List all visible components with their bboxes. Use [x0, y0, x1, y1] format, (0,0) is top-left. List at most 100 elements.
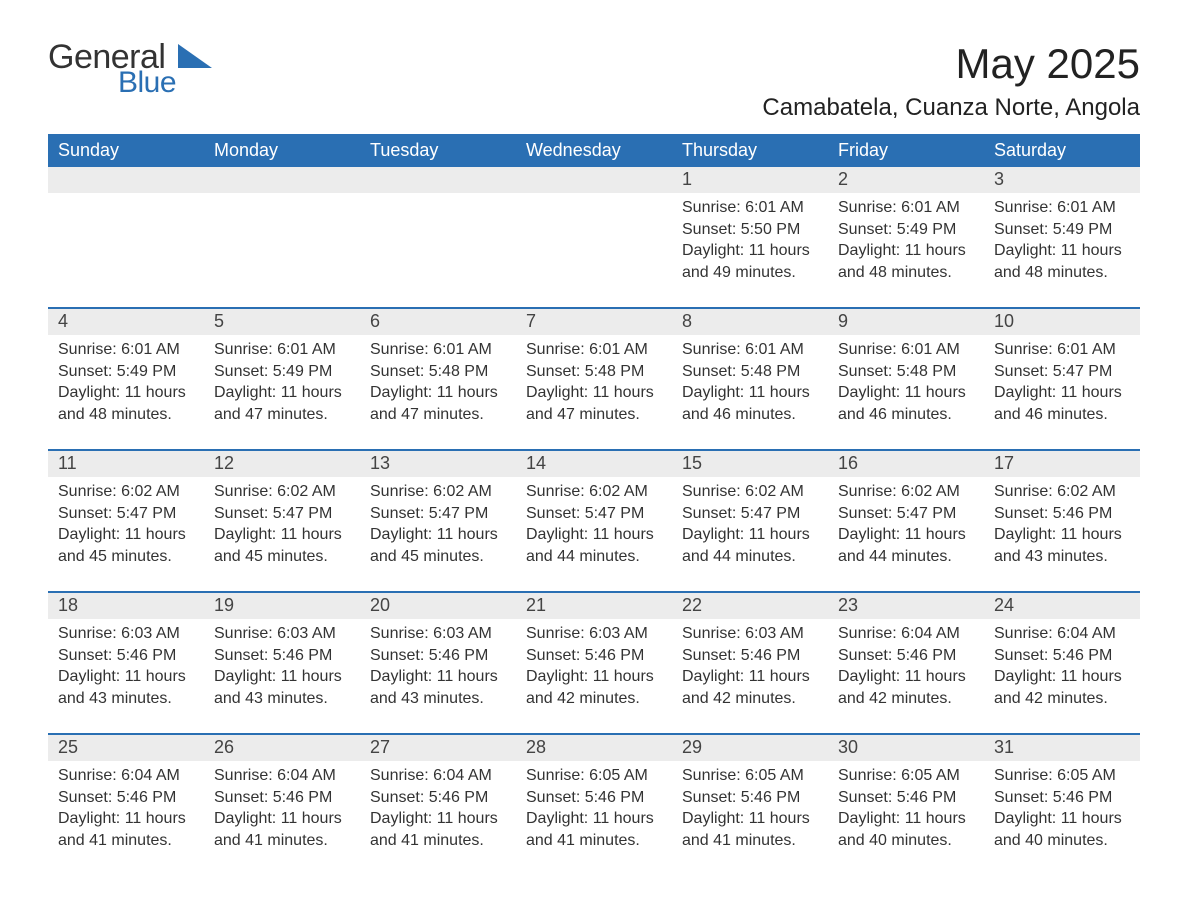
- day-content: Sunrise: 6:03 AMSunset: 5:46 PMDaylight:…: [360, 619, 516, 715]
- day-number: 5: [204, 309, 360, 335]
- daylight-text: Daylight: 11 hours and 46 minutes.: [682, 382, 818, 425]
- daylight-text: Daylight: 11 hours and 42 minutes.: [838, 666, 974, 709]
- sunset-text: Sunset: 5:49 PM: [994, 219, 1130, 241]
- day-content: Sunrise: 6:04 AMSunset: 5:46 PMDaylight:…: [48, 761, 204, 857]
- day-content: Sunrise: 6:05 AMSunset: 5:46 PMDaylight:…: [984, 761, 1140, 857]
- sunset-text: Sunset: 5:46 PM: [682, 645, 818, 667]
- sunset-text: Sunset: 5:48 PM: [682, 361, 818, 383]
- day-number: 1: [672, 167, 828, 193]
- sunset-text: Sunset: 5:48 PM: [838, 361, 974, 383]
- weekday-header: Tuesday: [360, 134, 516, 167]
- day-content: Sunrise: 6:02 AMSunset: 5:47 PMDaylight:…: [672, 477, 828, 573]
- day-number: 21: [516, 593, 672, 619]
- sunrise-text: Sunrise: 6:04 AM: [370, 765, 506, 787]
- daylight-text: Daylight: 11 hours and 45 minutes.: [58, 524, 194, 567]
- day-number: 27: [360, 735, 516, 761]
- daylight-text: Daylight: 11 hours and 41 minutes.: [58, 808, 194, 851]
- weekday-header: Sunday: [48, 134, 204, 167]
- day-number: 20: [360, 593, 516, 619]
- day-number: 19: [204, 593, 360, 619]
- day-content: Sunrise: 6:01 AMSunset: 5:49 PMDaylight:…: [48, 335, 204, 431]
- sunrise-text: Sunrise: 6:01 AM: [682, 197, 818, 219]
- sunrise-text: Sunrise: 6:02 AM: [58, 481, 194, 503]
- daylight-text: Daylight: 11 hours and 45 minutes.: [370, 524, 506, 567]
- weekday-header: Thursday: [672, 134, 828, 167]
- sunset-text: Sunset: 5:46 PM: [370, 787, 506, 809]
- month-title: May 2025: [762, 40, 1140, 88]
- day-number: 28: [516, 735, 672, 761]
- day-content: Sunrise: 6:05 AMSunset: 5:46 PMDaylight:…: [672, 761, 828, 857]
- sunset-text: Sunset: 5:47 PM: [370, 503, 506, 525]
- sunrise-text: Sunrise: 6:05 AM: [682, 765, 818, 787]
- sunrise-text: Sunrise: 6:01 AM: [994, 197, 1130, 219]
- day-number: 29: [672, 735, 828, 761]
- sunrise-text: Sunrise: 6:03 AM: [214, 623, 350, 645]
- day-content: Sunrise: 6:03 AMSunset: 5:46 PMDaylight:…: [204, 619, 360, 715]
- daylight-text: Daylight: 11 hours and 40 minutes.: [994, 808, 1130, 851]
- logo-text: General Blue: [48, 40, 176, 98]
- daylight-text: Daylight: 11 hours and 43 minutes.: [370, 666, 506, 709]
- day-content: Sunrise: 6:03 AMSunset: 5:46 PMDaylight:…: [48, 619, 204, 715]
- day-number: 22: [672, 593, 828, 619]
- day-number: [516, 167, 672, 193]
- location: Camabatela, Cuanza Norte, Angola: [762, 94, 1140, 122]
- sunrise-text: Sunrise: 6:03 AM: [370, 623, 506, 645]
- calendar: Sunday Monday Tuesday Wednesday Thursday…: [48, 134, 1140, 857]
- daylight-text: Daylight: 11 hours and 41 minutes.: [526, 808, 662, 851]
- day-content: Sunrise: 6:01 AMSunset: 5:47 PMDaylight:…: [984, 335, 1140, 431]
- daylight-text: Daylight: 11 hours and 42 minutes.: [682, 666, 818, 709]
- daylight-text: Daylight: 11 hours and 47 minutes.: [214, 382, 350, 425]
- day-content: Sunrise: 6:04 AMSunset: 5:46 PMDaylight:…: [360, 761, 516, 857]
- sunrise-text: Sunrise: 6:01 AM: [682, 339, 818, 361]
- daylight-text: Daylight: 11 hours and 46 minutes.: [838, 382, 974, 425]
- day-content: Sunrise: 6:01 AMSunset: 5:48 PMDaylight:…: [672, 335, 828, 431]
- sunset-text: Sunset: 5:49 PM: [838, 219, 974, 241]
- sunset-text: Sunset: 5:49 PM: [214, 361, 350, 383]
- sunset-text: Sunset: 5:46 PM: [526, 645, 662, 667]
- day-content: Sunrise: 6:02 AMSunset: 5:47 PMDaylight:…: [204, 477, 360, 573]
- daylight-text: Daylight: 11 hours and 44 minutes.: [526, 524, 662, 567]
- week-row: 18192021222324Sunrise: 6:03 AMSunset: 5:…: [48, 591, 1140, 715]
- sunrise-text: Sunrise: 6:01 AM: [370, 339, 506, 361]
- weekday-header: Saturday: [984, 134, 1140, 167]
- sunset-text: Sunset: 5:47 PM: [994, 361, 1130, 383]
- sunrise-text: Sunrise: 6:02 AM: [526, 481, 662, 503]
- daylight-text: Daylight: 11 hours and 47 minutes.: [370, 382, 506, 425]
- daylight-text: Daylight: 11 hours and 41 minutes.: [370, 808, 506, 851]
- sunrise-text: Sunrise: 6:05 AM: [994, 765, 1130, 787]
- day-content: Sunrise: 6:01 AMSunset: 5:48 PMDaylight:…: [828, 335, 984, 431]
- sunset-text: Sunset: 5:46 PM: [682, 787, 818, 809]
- day-number: 10: [984, 309, 1140, 335]
- day-number: 25: [48, 735, 204, 761]
- title-block: May 2025 Camabatela, Cuanza Norte, Angol…: [762, 40, 1140, 122]
- day-number: 4: [48, 309, 204, 335]
- day-number: 6: [360, 309, 516, 335]
- sunset-text: Sunset: 5:46 PM: [58, 787, 194, 809]
- day-content: [516, 193, 672, 289]
- sunset-text: Sunset: 5:46 PM: [838, 787, 974, 809]
- sunrise-text: Sunrise: 6:04 AM: [58, 765, 194, 787]
- sunset-text: Sunset: 5:46 PM: [994, 503, 1130, 525]
- sunset-text: Sunset: 5:47 PM: [214, 503, 350, 525]
- sunset-text: Sunset: 5:47 PM: [526, 503, 662, 525]
- day-content: Sunrise: 6:05 AMSunset: 5:46 PMDaylight:…: [828, 761, 984, 857]
- day-content: Sunrise: 6:01 AMSunset: 5:48 PMDaylight:…: [360, 335, 516, 431]
- day-content: [48, 193, 204, 289]
- day-number: 15: [672, 451, 828, 477]
- day-number: 9: [828, 309, 984, 335]
- day-number: 23: [828, 593, 984, 619]
- sunrise-text: Sunrise: 6:03 AM: [526, 623, 662, 645]
- sunset-text: Sunset: 5:47 PM: [838, 503, 974, 525]
- header: General Blue May 2025 Camabatela, Cuanza…: [48, 40, 1140, 122]
- day-number: 17: [984, 451, 1140, 477]
- sunrise-text: Sunrise: 6:02 AM: [838, 481, 974, 503]
- triangle-icon: [178, 44, 212, 68]
- sunrise-text: Sunrise: 6:02 AM: [214, 481, 350, 503]
- daylight-text: Daylight: 11 hours and 45 minutes.: [214, 524, 350, 567]
- week-row: 123Sunrise: 6:01 AMSunset: 5:50 PMDaylig…: [48, 167, 1140, 289]
- sunset-text: Sunset: 5:47 PM: [682, 503, 818, 525]
- sunrise-text: Sunrise: 6:02 AM: [994, 481, 1130, 503]
- sunrise-text: Sunrise: 6:05 AM: [526, 765, 662, 787]
- day-content: Sunrise: 6:02 AMSunset: 5:47 PMDaylight:…: [828, 477, 984, 573]
- weekday-header: Wednesday: [516, 134, 672, 167]
